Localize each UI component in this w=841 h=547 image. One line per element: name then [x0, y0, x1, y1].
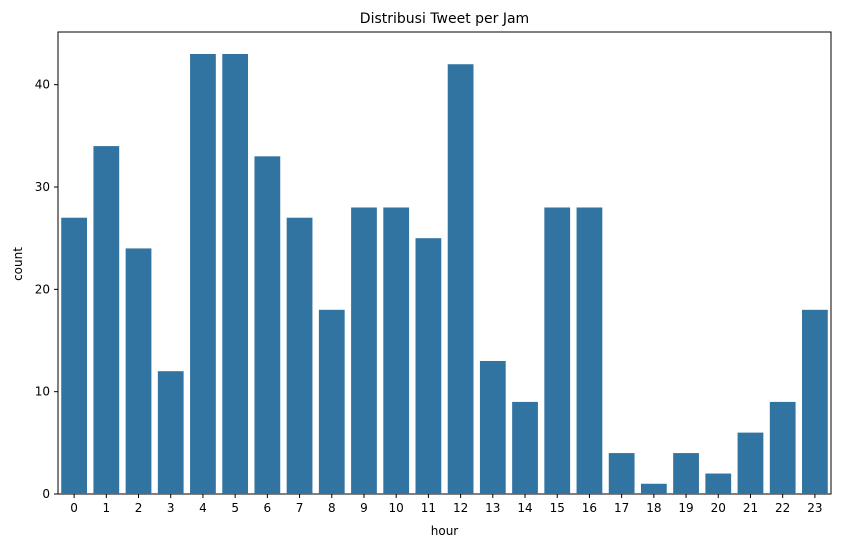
x-tick-label: 5	[231, 501, 239, 515]
x-tick-label: 8	[328, 501, 336, 515]
x-tick-label: 9	[360, 501, 368, 515]
bar-hour-13	[479, 360, 506, 494]
bar-hour-5	[222, 54, 249, 494]
y-tick-label: 40	[35, 78, 50, 92]
y-tick-label: 10	[35, 385, 50, 399]
bar-hour-23	[802, 309, 828, 494]
x-axis-ticks: 0 1 2 3 4 5 6 7 8 9 10 11 12 13 14 15 16 17 18 19 20 21 22 23	[70, 494, 823, 515]
x-tick-label: 10	[389, 501, 404, 515]
x-tick-label: 18	[646, 501, 661, 515]
x-tick-label: 0	[70, 501, 78, 515]
plot-frame	[57, 31, 832, 495]
bar-hour-1	[93, 146, 120, 494]
x-tick-label: 2	[135, 501, 143, 515]
y-tick-label: 20	[35, 282, 50, 296]
x-tick-label: 12	[453, 501, 468, 515]
x-tick-label: 3	[167, 501, 175, 515]
bar-hour-3	[157, 371, 184, 494]
bar-hour-7	[286, 217, 313, 494]
x-tick-label: 16	[582, 501, 597, 515]
x-tick-label: 14	[517, 501, 532, 515]
x-tick-label: 21	[743, 501, 758, 515]
bar-hour-17	[608, 453, 635, 494]
bar-hour-9	[351, 207, 377, 494]
x-tick-label: 11	[421, 501, 436, 515]
x-tick-label: 6	[264, 501, 272, 515]
bar-hour-20	[705, 473, 732, 494]
x-tick-label: 23	[807, 501, 822, 515]
y-tick-label: 0	[42, 487, 50, 501]
bar-hour-21	[737, 432, 764, 494]
x-tick-label: 19	[678, 501, 693, 515]
bar-hour-19	[673, 453, 699, 494]
x-tick-label: 7	[296, 501, 304, 515]
bar-hour-16	[576, 207, 603, 494]
x-axis-title: hour	[431, 524, 459, 538]
y-axis-ticks: 0 10 20 30 40	[35, 78, 58, 501]
y-tick-label: 30	[35, 180, 50, 194]
bar-hour-11	[415, 238, 442, 494]
bars-group	[61, 54, 828, 495]
x-tick-label: 4	[199, 501, 207, 515]
x-tick-label: 1	[102, 501, 110, 515]
bar-hour-4	[190, 54, 216, 494]
bar-hour-2	[125, 248, 152, 494]
bar-hour-10	[383, 207, 410, 494]
x-tick-label: 17	[614, 501, 629, 515]
x-tick-label: 15	[550, 501, 565, 515]
plot-area	[57, 31, 832, 495]
x-tick-label: 20	[711, 501, 726, 515]
bar-hour-22	[769, 401, 796, 494]
bar-hour-12	[447, 64, 474, 495]
bar-hour-15	[544, 207, 571, 494]
x-tick-label: 13	[485, 501, 500, 515]
chart-title: Distribusi Tweet per Jam	[360, 11, 529, 27]
bar-hour-8	[318, 309, 345, 494]
y-axis-title: count	[11, 247, 25, 281]
bar-hour-18	[640, 483, 667, 494]
bar-hour-0	[61, 217, 87, 494]
bar-hour-6	[254, 156, 281, 495]
x-tick-label: 22	[775, 501, 790, 515]
bar-hour-14	[512, 401, 538, 494]
